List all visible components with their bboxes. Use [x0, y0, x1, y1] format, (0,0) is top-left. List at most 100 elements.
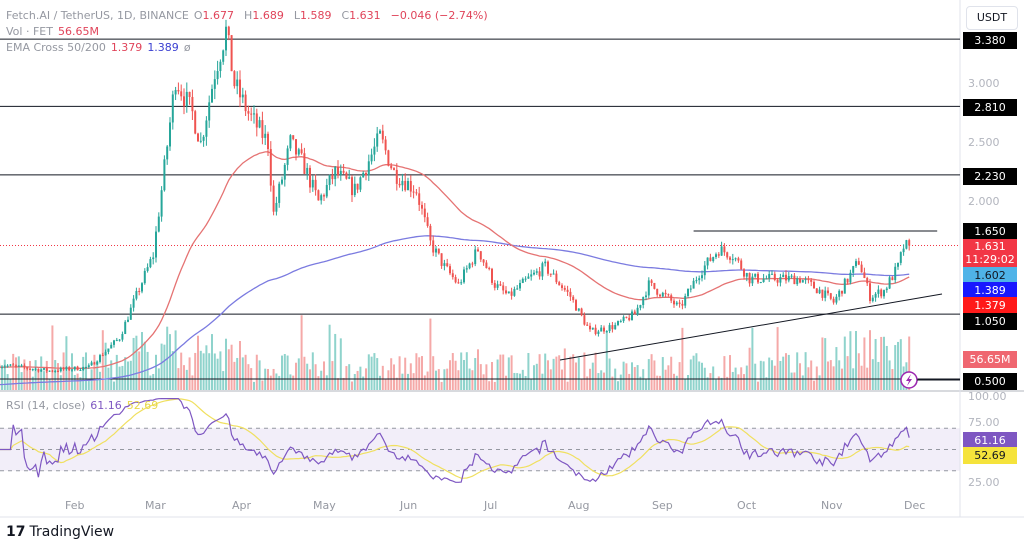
volume-bar: [894, 345, 897, 390]
volume-bar: [832, 366, 835, 390]
candle-body: [34, 368, 37, 370]
volume-bar: [773, 365, 776, 390]
candle-body: [703, 265, 706, 276]
rsi-label: RSI (14, close): [6, 399, 86, 412]
candle-body: [393, 168, 395, 170]
time-label: Apr: [232, 499, 252, 512]
tradingview-logo[interactable]: 17 TradingView: [6, 524, 114, 540]
candle-body: [659, 294, 661, 297]
volume-bar: [743, 374, 745, 390]
level-label-2810: 2.810: [963, 99, 1017, 116]
volume-bar: [824, 338, 827, 390]
volume-bar: [748, 347, 751, 390]
volume-bar: [99, 371, 101, 390]
volume-bar: [373, 353, 376, 390]
candle-body: [748, 272, 751, 284]
candle-body: [541, 263, 544, 277]
candle-body: [569, 291, 572, 297]
candle-body: [810, 279, 813, 282]
volume-bar: [855, 330, 857, 390]
volume-bar: [227, 349, 230, 390]
candle-body: [227, 26, 230, 36]
candle-body: [771, 273, 773, 275]
candle-body: [698, 278, 701, 281]
candle-body: [776, 279, 779, 283]
volume-bar: [356, 370, 359, 390]
candle-body: [807, 279, 810, 281]
candle-body: [43, 368, 45, 370]
candle-body: [463, 269, 465, 283]
tradingview-logo-icon: 17: [6, 524, 26, 540]
level-label-2230: 2.230: [963, 168, 1017, 185]
volume-bar: [37, 370, 40, 390]
volume-bar: [888, 360, 891, 390]
volume-bar: [659, 375, 661, 390]
volume-bar: [423, 375, 426, 390]
volume-bar: [695, 353, 698, 390]
volume-bar: [79, 377, 82, 390]
volume-bar: [353, 374, 356, 390]
volume-bar: [367, 354, 370, 390]
volume-bar: [300, 315, 303, 390]
volume-bar: [580, 378, 583, 390]
candle-body: [838, 290, 841, 297]
candle-body: [264, 133, 267, 138]
level-label-1650: 1.650: [963, 223, 1017, 240]
candle-body: [885, 288, 888, 291]
candle-body: [902, 248, 905, 253]
candle-body: [779, 277, 782, 283]
candle-body: [675, 302, 678, 305]
volume-bar: [325, 375, 328, 390]
rsi-ma-price-label: 52.69: [963, 447, 1017, 464]
volume-bar: [443, 369, 446, 390]
volume-bar: [625, 363, 628, 390]
volume-bar: [810, 360, 813, 390]
candle-body: [71, 369, 73, 371]
volume-bar: [180, 352, 183, 390]
volume-bar: [314, 364, 317, 390]
volume-bar: [197, 335, 199, 390]
time-label: May: [313, 499, 336, 512]
candle-body: [185, 91, 188, 106]
ema50-value: 1.379: [110, 41, 143, 54]
candle-body: [17, 365, 20, 367]
volume-bar: [219, 351, 222, 390]
volume-bar: [463, 359, 465, 390]
volume-bar: [54, 360, 57, 390]
candle-body: [197, 133, 199, 142]
candle-body: [740, 260, 743, 270]
candle-body: [87, 365, 90, 367]
candle-body: [311, 179, 314, 188]
volume-bar: [552, 358, 555, 390]
volume-bar: [110, 360, 113, 390]
volume-bar: [899, 339, 902, 390]
candle-body: [583, 315, 586, 325]
candle-body: [908, 240, 911, 246]
volume-bar: [510, 355, 513, 390]
candle-body: [689, 288, 692, 290]
time-label: Mar: [145, 499, 166, 512]
currency-button[interactable]: USDT: [966, 6, 1018, 30]
volume-bar: [222, 371, 225, 390]
marker-price-label: 1.602: [963, 267, 1017, 284]
volume-bar: [667, 365, 670, 390]
volume-bar: [230, 344, 233, 390]
candle-body: [255, 113, 258, 128]
volume-bar: [48, 379, 51, 390]
volume-bar: [636, 365, 639, 390]
volume-bar: [269, 375, 272, 390]
candle-body: [628, 317, 631, 321]
close-label: C: [341, 9, 350, 22]
candle-body: [869, 283, 871, 302]
candle-body: [412, 191, 415, 193]
candle-body: [269, 149, 272, 186]
rsi-tick: 100.00: [968, 390, 1007, 403]
candle-body: [768, 274, 771, 279]
candle-body: [337, 166, 339, 176]
candle-body: [824, 290, 827, 298]
candle-body: [113, 340, 115, 345]
volume-bar: [465, 352, 468, 390]
candle-body: [174, 90, 177, 95]
